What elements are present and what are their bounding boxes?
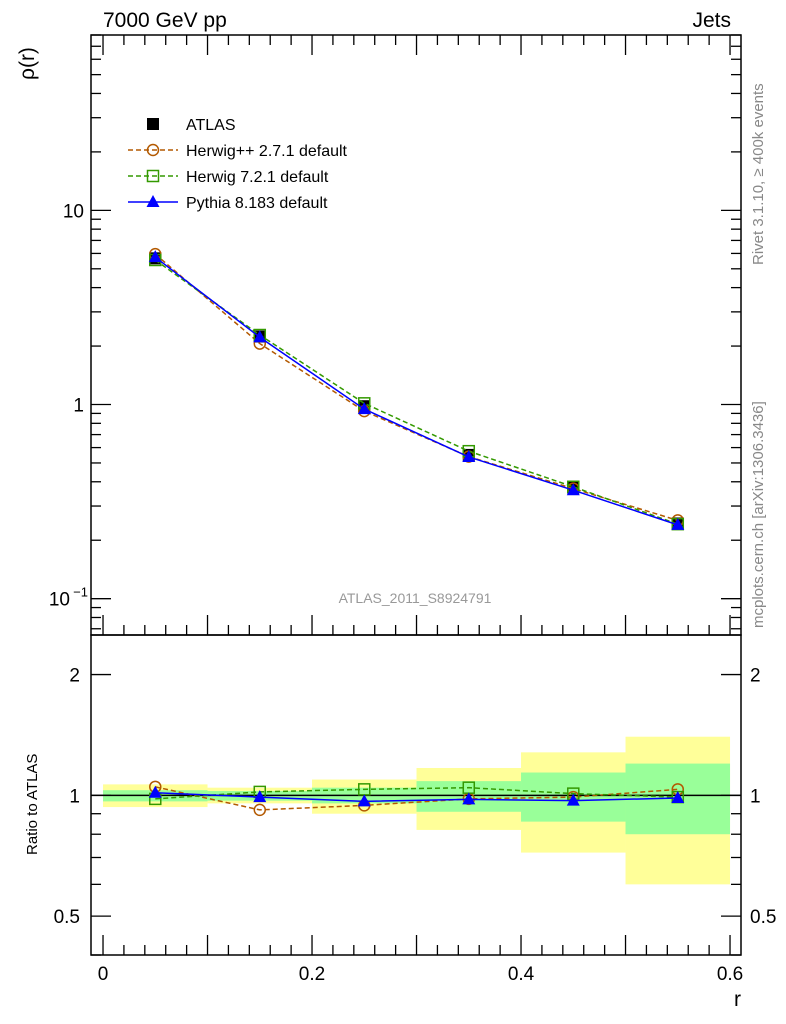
series-line-3 [154, 256, 679, 526]
legend-marker [147, 118, 159, 130]
ratio-y-tick-label: 1 [69, 786, 80, 807]
series-line-2 [154, 259, 679, 525]
legend: ATLAS Herwig++ 2.7.1 default Herwig 7.2.1 … [128, 117, 348, 212]
ratio-point [462, 792, 476, 805]
ratio-line-3 [155, 792, 678, 803]
series-line-1 [154, 253, 678, 522]
side-text-rivet: Rivet 3.1.10, ≥ 400k events [750, 83, 767, 265]
ratio-y-label: Ratio to ATLAS [24, 754, 41, 855]
x-axis-label: r [734, 988, 741, 1011]
y-axis-label: ρ(r) [16, 47, 39, 80]
x-tick-label: 0 [98, 964, 109, 985]
ratio-point [253, 790, 267, 803]
legend-label: ATLAS [186, 117, 236, 134]
y-tick-label: 10 [63, 201, 84, 222]
ratio-y-tick-label: 0.5 [54, 907, 80, 928]
legend-label: Pythia 8.183 default [186, 195, 328, 212]
ratio-y-tick-label-right: 2 [750, 666, 761, 687]
ratio-point [357, 794, 371, 807]
ratio-point [148, 785, 162, 798]
ratio-y-tick-label-right: 0.5 [750, 907, 776, 928]
ratio-y-tick-label-right: 1 [750, 786, 761, 807]
chart-marks [148, 247, 685, 817]
legend-label: Herwig 7.2.1 default [186, 169, 329, 186]
ratio-bands [91, 736, 741, 885]
data-point [148, 250, 162, 263]
ratio-point [253, 803, 267, 817]
ratio-point [566, 793, 580, 806]
ratio-point [671, 790, 685, 803]
ratio-line-2 [155, 786, 678, 800]
y-tick-label: 1 [73, 396, 84, 417]
analysis-label: ATLAS_2011_S8924791 [339, 590, 492, 606]
legend-marker [146, 143, 160, 157]
ratio-y-tick-label: 2 [69, 666, 80, 687]
title-right: Jets [692, 9, 731, 32]
x-tick-label: 0.2 [299, 964, 325, 985]
title-left: 7000 GeV pp [103, 9, 227, 32]
legend-marker [146, 169, 160, 183]
data-point [462, 449, 476, 462]
side-text-mcplots: mcplots.cern.ch [arXiv:1306.3436] [750, 401, 767, 628]
legend-marker [146, 195, 160, 207]
legend-label: Herwig++ 2.7.1 default [186, 143, 348, 160]
data-point [566, 483, 580, 496]
data-point [357, 402, 371, 415]
x-tick-label: 0.4 [508, 964, 535, 985]
data-point [671, 517, 685, 530]
x-tick-label: 0.6 [717, 964, 743, 985]
ratio-line-1 [155, 786, 678, 811]
data-point [253, 330, 267, 343]
y-tick-exponent: −1 [73, 585, 88, 600]
y-tick-label: 10 [49, 590, 70, 611]
